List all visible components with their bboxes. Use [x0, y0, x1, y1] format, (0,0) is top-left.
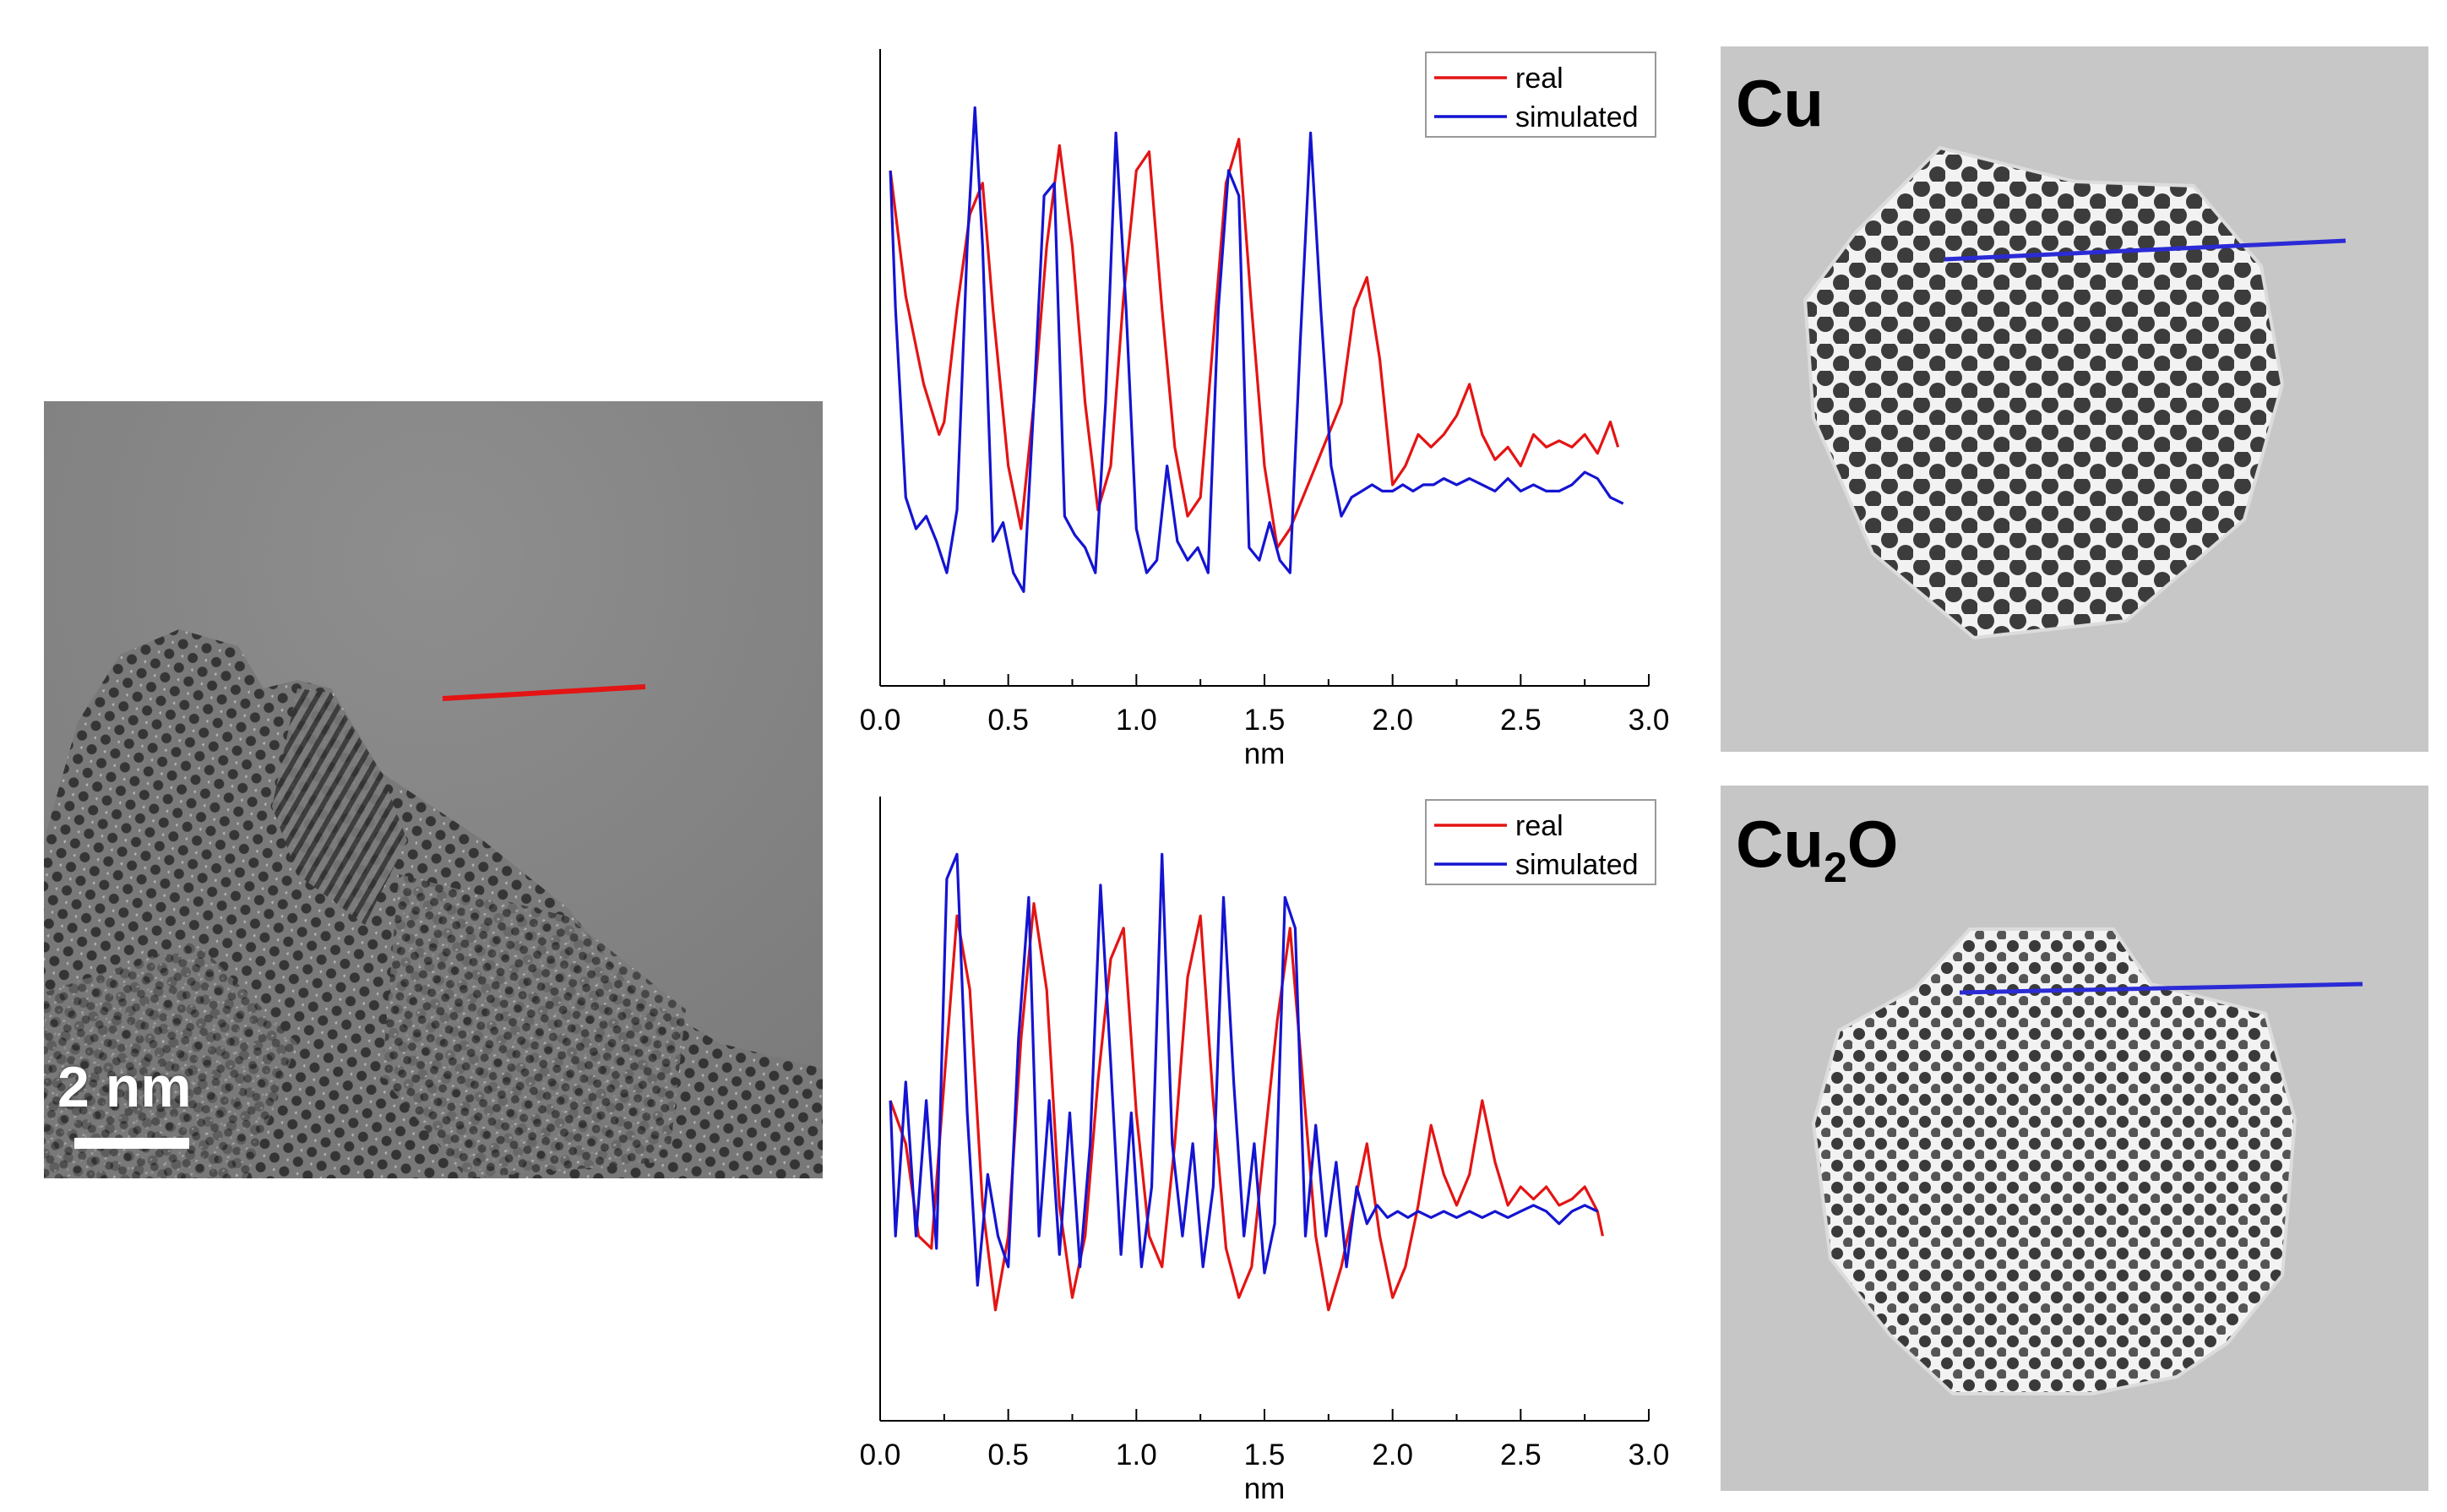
simulated-cu2o-svg: [1721, 786, 2428, 1491]
x-tick-label: 0.5: [987, 704, 1029, 737]
x-tick-label: 1.0: [1116, 704, 1157, 737]
line-profile-chart-cu: 0.0 0.5 1.0 1.5 2.0 2.5 3.0 nm real simulated: [845, 34, 1689, 777]
simulated-cu2o-image: Cu2O: [1721, 786, 2428, 1491]
x-tick-label: 0.0: [860, 704, 901, 737]
scale-bar: [74, 1138, 189, 1149]
x-tick-label: 3.0: [1629, 1439, 1670, 1471]
simulated-particle: [1803, 145, 2285, 640]
x-axis-label: nm: [1244, 737, 1286, 770]
x-tick-label: 0.0: [860, 1439, 901, 1471]
lattice-grain: [272, 688, 407, 925]
x-tick-label: 3.0: [1629, 704, 1670, 737]
x-tick-label: 2.5: [1500, 704, 1542, 737]
simulated-cu-image: Cu: [1721, 46, 2428, 752]
cu2o-label: Cu2O: [1736, 807, 1899, 891]
profile-line: [1959, 982, 2363, 995]
x-axis-label: nm: [1244, 1472, 1286, 1505]
simulated-cu-svg: [1721, 46, 2428, 752]
profile-line: [442, 684, 646, 701]
profile-line: [1944, 238, 2346, 262]
lattice-grain: [382, 874, 686, 1178]
legend-label: simulated: [1515, 101, 1639, 133]
x-tick-label: 2.0: [1372, 1439, 1413, 1471]
line-profile-chart-cu2o: 0.0 0.5 1.0 1.5 2.0 2.5 3.0 nm real simulated: [845, 781, 1689, 1512]
x-tick-label: 0.5: [987, 1439, 1029, 1471]
x-tick-label: 1.5: [1244, 704, 1286, 737]
lattice-grain: [44, 942, 297, 1178]
legend-box: [1425, 52, 1656, 138]
tem-micrograph: 2 nm: [44, 401, 823, 1178]
series-line-simulated: [889, 106, 1624, 594]
legend-label: real: [1515, 63, 1563, 95]
legend-label: real: [1515, 810, 1563, 842]
series-line-real: [889, 902, 1604, 1312]
scale-bar-label: 2 nm: [57, 1055, 192, 1119]
chart-svg: 0.0 0.5 1.0 1.5 2.0 2.5 3.0 nm real simulated: [860, 797, 1670, 1505]
x-tick-label: 1.0: [1116, 1439, 1157, 1471]
legend-label: simulated: [1515, 849, 1639, 881]
series-line-real: [889, 138, 1620, 549]
tem-image: [44, 401, 823, 1178]
simulated-particle: [1811, 927, 2297, 1395]
chart-svg: 0.0 0.5 1.0 1.5 2.0 2.5 3.0 nm real simulated: [860, 49, 1670, 770]
x-tick-label: 1.5: [1244, 1439, 1286, 1471]
cu-label: Cu: [1736, 66, 1824, 140]
x-tick-label: 2.5: [1500, 1439, 1542, 1471]
series-line-simulated: [889, 852, 1598, 1287]
legend-box: [1425, 799, 1656, 885]
x-tick-label: 2.0: [1372, 704, 1413, 737]
